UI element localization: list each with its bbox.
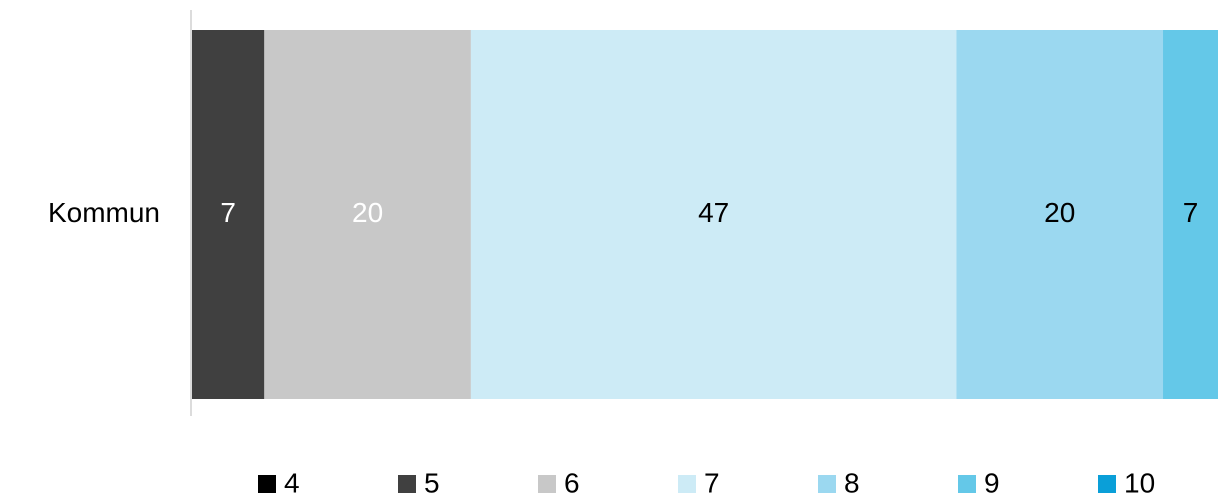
category-label: Kommun: [48, 197, 160, 228]
bar-segment: [192, 30, 265, 399]
legend-swatch: [258, 475, 276, 493]
legend-swatch: [678, 475, 696, 493]
data-label: 20: [352, 197, 383, 228]
legend-label: 8: [844, 467, 860, 498]
bar-segment: [264, 30, 471, 399]
legend-swatch: [398, 475, 416, 493]
legend-swatch: [958, 475, 976, 493]
legend-label: 6: [564, 467, 580, 498]
bar-segment: [956, 30, 1164, 399]
bar-segment: [1163, 30, 1218, 399]
legend-label: 5: [424, 467, 440, 498]
legend-swatch: [538, 475, 556, 493]
legend-label: 10: [1124, 467, 1155, 498]
legend-swatch: [1098, 475, 1116, 493]
data-label: 20: [1044, 197, 1075, 228]
legend-swatch: [818, 475, 836, 493]
data-label: 47: [698, 197, 729, 228]
bar-segment: [470, 30, 957, 399]
data-label: 7: [220, 197, 236, 228]
legend-label: 9: [984, 467, 1000, 498]
data-label: 7: [1183, 197, 1199, 228]
legend-label: 7: [704, 467, 720, 498]
legend-label: 4: [284, 467, 300, 498]
